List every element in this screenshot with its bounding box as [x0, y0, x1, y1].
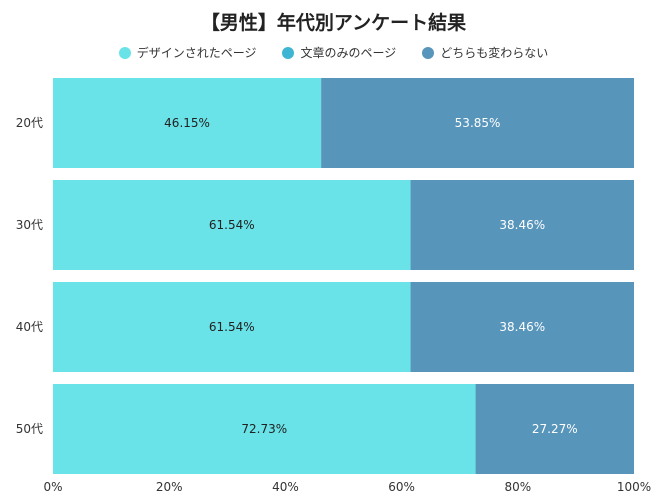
data-label: 38.46%	[499, 320, 545, 334]
bar-segment	[53, 384, 476, 474]
category-label: 40代	[16, 320, 43, 334]
chart-title: 【男性】年代別アンケート結果	[200, 12, 467, 34]
x-tick-label: 0%	[43, 480, 62, 494]
data-label: 61.54%	[209, 320, 255, 334]
legend-item-no-difference[interactable]: どちらも変わらない	[422, 44, 548, 61]
x-tick-label: 20%	[156, 480, 183, 494]
legend-marker-icon	[422, 46, 435, 59]
legend-label: どちらも変わらない	[440, 46, 549, 60]
data-label: 38.46%	[499, 218, 545, 232]
data-label: 53.85%	[455, 116, 501, 130]
bar-segment	[475, 384, 634, 474]
legend-marker-icon	[282, 46, 295, 59]
bar-segment	[410, 180, 634, 270]
bar-segment	[53, 78, 322, 168]
legend-item-text-only[interactable]: 文章のみのページ	[282, 44, 396, 61]
bar-segment	[53, 282, 411, 372]
x-tick-label: 60%	[388, 480, 415, 494]
legend: デザインされたページ 文章のみのページ どちらも変わらない	[0, 44, 667, 61]
data-label: 61.54%	[209, 218, 255, 232]
bar-segment	[53, 180, 411, 270]
bar-segment	[321, 78, 634, 168]
data-label: 72.73%	[241, 422, 287, 436]
bar-segment	[410, 282, 634, 372]
x-tick-label: 40%	[272, 480, 299, 494]
x-tick-label: 80%	[504, 480, 531, 494]
legend-item-designed[interactable]: デザインされたページ	[118, 44, 257, 61]
legend-label: 文章のみのページ	[300, 46, 397, 60]
data-label: 27.27%	[532, 422, 578, 436]
data-label: 46.15%	[164, 116, 210, 130]
category-label: 30代	[16, 218, 43, 232]
legend-label: デザインされたページ	[136, 46, 257, 60]
x-tick-label: 100%	[617, 480, 651, 494]
category-label: 50代	[16, 422, 43, 436]
category-label: 20代	[16, 116, 43, 130]
legend-marker-icon	[118, 46, 131, 59]
